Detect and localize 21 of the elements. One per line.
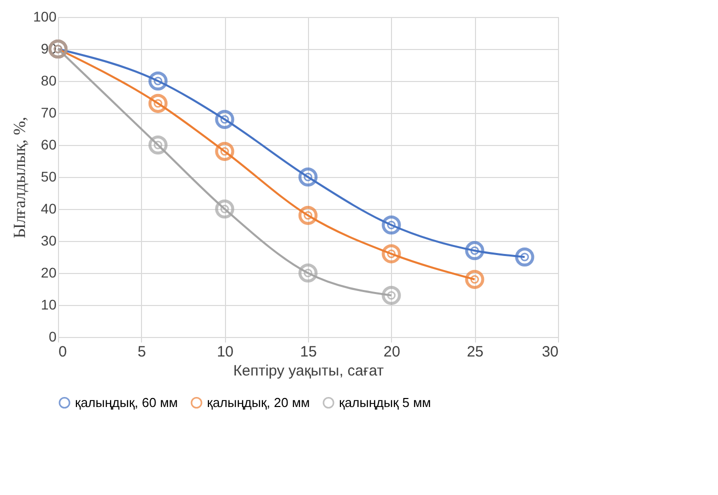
y-tick-label: 40 <box>40 200 57 216</box>
y-tick-label: 50 <box>40 168 57 184</box>
legend-label: қалыңдық, 20 мм <box>207 394 310 410</box>
x-tick-label: 20 <box>383 344 400 360</box>
legend-label: қалыңдық 5 мм <box>339 394 432 410</box>
y-tick-label: 10 <box>40 296 57 312</box>
x-tick-label: 5 <box>138 344 146 360</box>
x-tick-label: 15 <box>300 344 317 360</box>
y-tick-label: 80 <box>40 72 57 88</box>
x-tick-label: 10 <box>216 344 234 360</box>
y-tick-label: 30 <box>40 232 57 248</box>
y-tick-label: 0 <box>48 328 57 344</box>
legend-label: қалыңдық, 60 мм <box>75 394 178 410</box>
x-tick-label: 25 <box>466 344 484 360</box>
x-axis-title: Кептіру уақыты, сағат <box>233 362 384 380</box>
y-tick-label: 70 <box>40 104 57 120</box>
x-tick-label: 30 <box>542 344 558 360</box>
y-tick-label: 20 <box>40 264 57 280</box>
y-axis-title: Ылғалдылық, %, <box>10 116 30 238</box>
y-tick-label: 60 <box>40 136 57 152</box>
y-tick-label: 100 <box>33 8 57 24</box>
